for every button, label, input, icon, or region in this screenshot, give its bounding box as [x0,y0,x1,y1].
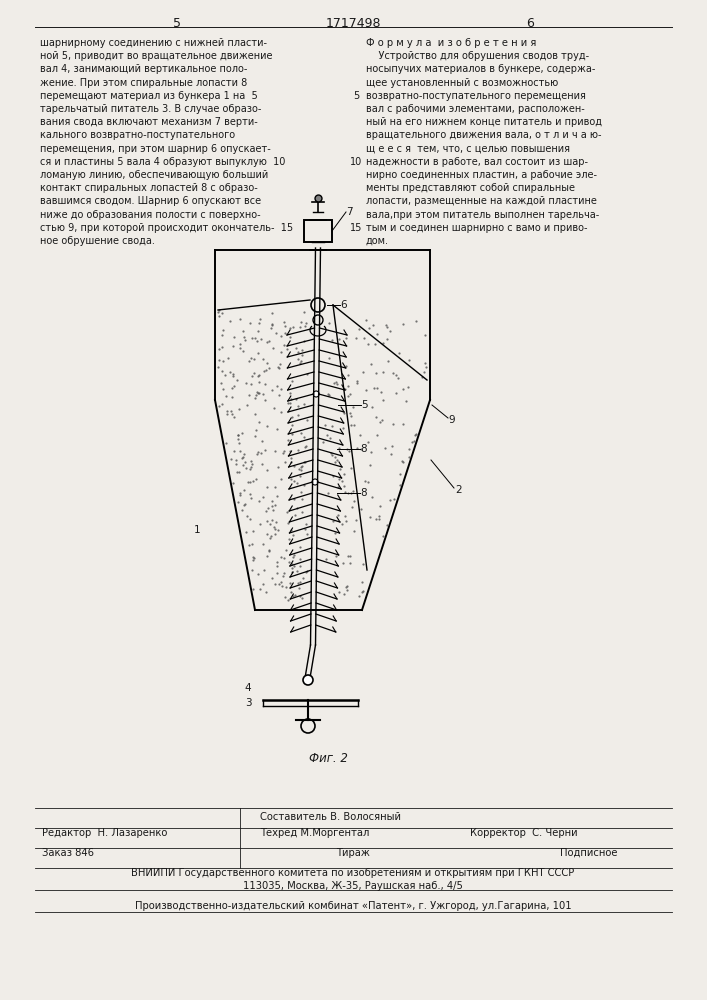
Text: ломаную линию, обеспечивающую больший: ломаную линию, обеспечивающую больший [40,170,268,180]
Text: щ е е с я  тем, что, с целью повышения: щ е е с я тем, что, с целью повышения [366,144,570,154]
Text: Тираж: Тираж [336,848,370,858]
Text: Устройство для обрушения сводов труд-: Устройство для обрушения сводов труд- [366,51,589,61]
Text: 6: 6 [340,300,346,310]
Text: контакт спиральных лопастей 8 с образо-: контакт спиральных лопастей 8 с образо- [40,183,258,193]
Text: тым и соединен шарнирно с вамо и приво-: тым и соединен шарнирно с вамо и приво- [366,223,588,233]
Bar [304,220,332,242]
Circle shape [312,479,318,485]
Text: 113035, Москва, Ж-35, Раушская наб., 4/5: 113035, Москва, Ж-35, Раушская наб., 4/5 [243,881,463,891]
Text: Производственно-издательский комбинат «Патент», г. Ужгород, ул.Гагарина, 101: Производственно-издательский комбинат «П… [135,901,571,911]
Text: 5: 5 [353,91,359,101]
Text: ный на его нижнем конце питатель и привод: ный на его нижнем конце питатель и приво… [366,117,602,127]
Text: носыпучих материалов в бункере, содержа-: носыпучих материалов в бункере, содержа- [366,64,595,74]
Text: вала,при этом питатель выполнен тарельча-: вала,при этом питатель выполнен тарельча… [366,210,600,220]
Text: Подписное: Подписное [560,848,617,858]
Text: 9: 9 [448,415,455,425]
Text: 7: 7 [346,207,353,217]
Text: 8: 8 [360,488,366,498]
Text: Заказ 846: Заказ 846 [42,848,94,858]
Text: вал 4, занимающий вертикальное поло-: вал 4, занимающий вертикальное поло- [40,64,247,74]
Text: вавшимся сводом. Шарнир 6 опускают все: вавшимся сводом. Шарнир 6 опускают все [40,196,261,206]
Text: 10: 10 [350,157,362,167]
Text: Редактор  Н. Лазаренко: Редактор Н. Лазаренко [42,828,168,838]
Text: 4: 4 [245,683,251,693]
Text: Корректор  С. Черни: Корректор С. Черни [470,828,578,838]
Text: возвратно-поступательного перемещения: возвратно-поступательного перемещения [366,91,586,101]
Text: вал с рабочими элементами, расположен-: вал с рабочими элементами, расположен- [366,104,585,114]
Text: стью 9, при которой происходит окончатель-  15: стью 9, при которой происходит окончател… [40,223,293,233]
Circle shape [313,391,319,397]
Text: ниже до образования полости с поверхно-: ниже до образования полости с поверхно- [40,210,261,220]
Text: 6: 6 [526,17,534,30]
Text: дом.: дом. [366,236,389,246]
Text: нирно соединенных пластин, а рабочие эле-: нирно соединенных пластин, а рабочие эле… [366,170,597,180]
Text: кального возвратно-поступательного: кального возвратно-поступательного [40,130,235,140]
Text: перемещения, при этом шарнир 6 опускает-: перемещения, при этом шарнир 6 опускает- [40,144,271,154]
Text: 2: 2 [455,485,462,495]
Text: ное обрушение свода.: ное обрушение свода. [40,236,155,246]
Text: 1: 1 [194,525,200,535]
Text: Составитель В. Волосяный: Составитель В. Волосяный [260,812,401,822]
Text: надежности в работе, вал состоит из шар-: надежности в работе, вал состоит из шар- [366,157,588,167]
Circle shape [303,675,313,685]
Text: 3: 3 [245,698,251,708]
Text: щее установленный с возможностью: щее установленный с возможностью [366,78,559,88]
Text: лопасти, размещенные на каждой пластине: лопасти, размещенные на каждой пластине [366,196,597,206]
Text: 15: 15 [350,223,362,233]
Text: Техред М.Моргентал: Техред М.Моргентал [260,828,369,838]
Text: 5: 5 [173,17,181,30]
Text: 1717498: 1717498 [325,17,381,30]
Text: 5: 5 [361,400,368,410]
Text: жение. При этом спиральные лопасти 8: жение. При этом спиральные лопасти 8 [40,78,247,88]
Text: Ф о р м у л а  и з о б р е т е н и я: Ф о р м у л а и з о б р е т е н и я [366,38,537,48]
Text: ВНИИПИ Государственного комитета по изобретениям и открытиям при ГКНТ СССР: ВНИИПИ Государственного комитета по изоб… [132,868,575,878]
Text: перемещают материал из бункера 1 на  5: перемещают материал из бункера 1 на 5 [40,91,258,101]
Text: шарнирному соединению с нижней пласти-: шарнирному соединению с нижней пласти- [40,38,267,48]
Text: тарельчатый питатель 3. В случае образо-: тарельчатый питатель 3. В случае образо- [40,104,262,114]
Text: ся и пластины 5 вала 4 образуют выпуклую  10: ся и пластины 5 вала 4 образуют выпуклую… [40,157,286,167]
Text: вания свода включают механизм 7 верти-: вания свода включают механизм 7 верти- [40,117,258,127]
Text: вращательного движения вала, о т л и ч а ю-: вращательного движения вала, о т л и ч а… [366,130,602,140]
Text: ной 5, приводит во вращательное движение: ной 5, приводит во вращательное движение [40,51,272,61]
Text: Фиг. 2: Фиг. 2 [308,752,347,765]
Text: 8: 8 [361,444,367,454]
Text: менты представляют собой спиральные: менты представляют собой спиральные [366,183,575,193]
